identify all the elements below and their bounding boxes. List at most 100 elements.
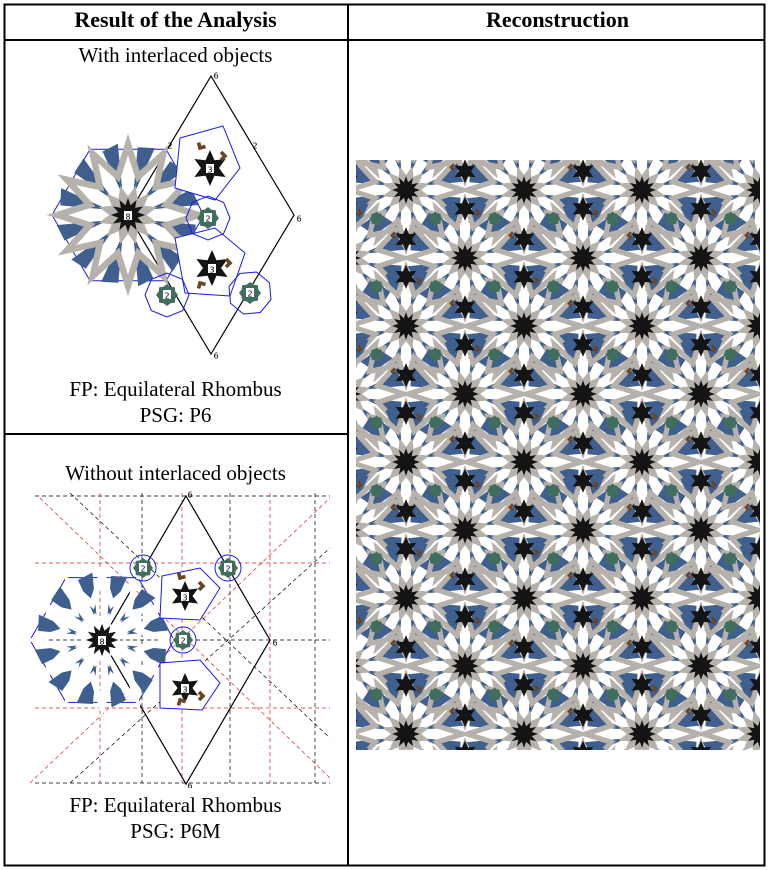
- six-point-star: [631, 264, 653, 289]
- rosette-center: [356, 523, 361, 537]
- brown-chevron: [534, 548, 540, 557]
- brown-chevron: [567, 435, 573, 444]
- rosette-band: [635, 192, 760, 324]
- rosette-band: [399, 328, 531, 460]
- rosette-center: [746, 584, 760, 612]
- rosette-band: [694, 396, 760, 528]
- brown-chevron: [416, 548, 422, 557]
- oct-outline-a: [129, 554, 157, 582]
- six-point-star: [631, 536, 653, 561]
- top-figure-group: 8 3 3 2 2 2 6 6 6 2 2: [46, 72, 302, 361]
- green-octagon: [605, 347, 620, 362]
- label-star-a: 3: [182, 594, 187, 603]
- label-v-top: 6: [213, 72, 218, 81]
- green-octagon: [723, 347, 738, 362]
- brown-chevron: [534, 412, 540, 421]
- header-reconstruction: Reconstruction: [486, 7, 629, 32]
- rosette-center: [687, 516, 715, 544]
- green-octagon: [605, 415, 620, 430]
- six-point-star: [572, 567, 594, 592]
- brown-chevron: [711, 208, 717, 217]
- green-octagon: [723, 211, 738, 226]
- green-octagon: [487, 687, 502, 702]
- green-octagon: [546, 687, 561, 702]
- brown-chevron: [196, 142, 206, 151]
- rosette-band: [576, 668, 708, 750]
- brown-chevron: [685, 299, 691, 308]
- six-point-star: [395, 363, 417, 388]
- six-point-star: [749, 400, 760, 425]
- rosette-center: [451, 380, 479, 408]
- rosette-band: [517, 328, 649, 460]
- rosette-center: [746, 312, 760, 340]
- green-octagon: [605, 551, 620, 566]
- green-octagon: [428, 211, 443, 226]
- brown-chevron: [685, 707, 691, 716]
- rosette-center: [392, 448, 420, 476]
- rosette-center: [510, 448, 538, 476]
- brown-chevron: [390, 639, 396, 648]
- six-point-star: [395, 672, 417, 697]
- brown-chevron: [197, 580, 206, 592]
- brown-chevron: [224, 257, 233, 269]
- six-point-star: [690, 196, 712, 221]
- label-star-b: 3: [209, 266, 214, 275]
- brown-chevron: [567, 571, 573, 580]
- rosette-band: [399, 600, 531, 732]
- green-octagon: [546, 211, 561, 226]
- six-point-star: [690, 604, 712, 629]
- rosette-inner: [356, 512, 371, 548]
- rosette-band: [399, 464, 531, 596]
- brown-chevron: [357, 616, 363, 625]
- six-point-star: [631, 672, 653, 697]
- tiling-group: [356, 160, 760, 750]
- rosette-band: [635, 328, 760, 460]
- bottom-title: Without interlaced objects: [65, 461, 286, 485]
- brown-chevron: [475, 480, 481, 489]
- brown-chevron: [416, 412, 422, 421]
- label-oct-c: 2: [247, 290, 252, 299]
- green-octagon: [428, 483, 443, 498]
- rosette-band: [458, 260, 590, 392]
- brown-chevron: [449, 163, 455, 172]
- rosette-center: [356, 659, 361, 673]
- green-octagon: [605, 279, 620, 294]
- green-octagon: [546, 347, 561, 362]
- rosette-center: [569, 244, 597, 272]
- six-point-star: [572, 332, 594, 357]
- brown-chevron: [390, 231, 396, 240]
- label-v-bottom: 6: [187, 782, 192, 789]
- six-point-star: [395, 227, 417, 252]
- rosette-band: [635, 600, 760, 732]
- rosette-center: [451, 244, 479, 272]
- label-oct-b-bg: [163, 290, 171, 299]
- six-point-star: [356, 610, 358, 623]
- rosette-center: [510, 312, 538, 340]
- label-oct-b: 2: [225, 565, 230, 574]
- rosette-band: [356, 160, 472, 256]
- green-octagon: [428, 619, 443, 634]
- label-v-right: 6: [272, 639, 277, 648]
- six-point-star: [356, 709, 358, 722]
- green-octagon: [369, 483, 384, 498]
- bottom-fp: FP: Equilateral Rhombus: [69, 793, 282, 817]
- rosette-center: [687, 380, 715, 408]
- rhombus-outline: [127, 74, 295, 356]
- rosette-center: [356, 251, 361, 265]
- rhombus-outline: [101, 494, 271, 786]
- brown-chevron: [626, 503, 632, 512]
- rosette-band: [356, 609, 413, 723]
- rosette-petal: [564, 744, 576, 750]
- rosette-center: [451, 652, 479, 680]
- top-title: With interlaced objects: [78, 43, 273, 67]
- rosette-inner: [736, 710, 760, 750]
- six-point-star: [454, 468, 476, 493]
- six-point-star: [356, 437, 358, 450]
- rosette-inner: [356, 240, 371, 276]
- green-octagon: [487, 211, 502, 226]
- header-result: Result of the Analysis: [74, 7, 277, 32]
- rosette-band: [458, 668, 590, 750]
- green-octagon: [546, 483, 561, 498]
- rosette-band: [46, 133, 210, 297]
- rosette-band: [432, 160, 498, 188]
